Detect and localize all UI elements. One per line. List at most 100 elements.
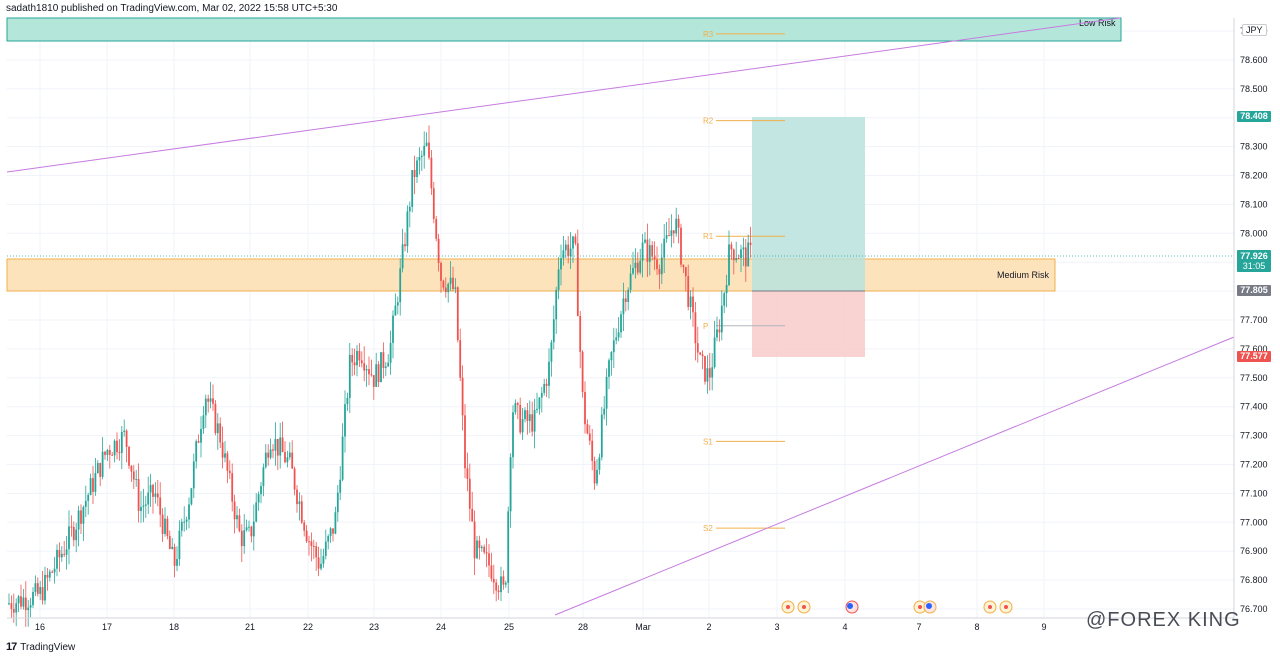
candle: [118, 439, 121, 461]
candle: [212, 384, 214, 411]
currency-badge[interactable]: JPY: [1242, 24, 1267, 36]
candle: [538, 397, 541, 415]
candle: [627, 287, 630, 311]
candle: [389, 330, 392, 375]
candle: [442, 279, 445, 291]
event-flag-icon: [926, 603, 932, 609]
candle: [507, 506, 510, 594]
candle: [485, 538, 488, 568]
time-tick-label: 23: [369, 622, 379, 632]
candle: [684, 266, 687, 292]
candle: [41, 571, 44, 605]
tradingview-logo[interactable]: 17 TradingView: [6, 641, 75, 653]
candle: [308, 535, 310, 556]
pivot-label-r2: R2: [703, 117, 714, 126]
candle: [228, 460, 231, 479]
candle: [70, 515, 73, 537]
publish-info: sadath1810 published on TradingView.com,…: [6, 3, 338, 14]
candle: [670, 214, 673, 248]
candle: [572, 235, 574, 263]
candle: [312, 539, 315, 560]
candles: [8, 125, 752, 627]
candle: [711, 353, 714, 391]
candle: [142, 488, 145, 523]
pivot-label-r3: R3: [703, 30, 714, 39]
candle: [401, 228, 404, 273]
candle: [356, 344, 358, 377]
candle: [394, 293, 397, 316]
medium-risk-zone[interactable]: [6, 258, 1056, 292]
candle: [636, 252, 639, 275]
time-tick-label: 28: [578, 622, 588, 632]
candle: [653, 241, 656, 271]
candle: [152, 483, 154, 514]
candle: [207, 394, 210, 413]
candle: [375, 352, 378, 388]
economic-events[interactable]: [781, 600, 1013, 614]
candle: [176, 546, 178, 572]
candle: [245, 519, 248, 532]
candle: [264, 444, 267, 469]
candle: [552, 305, 555, 350]
candle: [260, 481, 262, 504]
candle: [612, 327, 615, 368]
candle: [540, 386, 543, 413]
candle: [257, 491, 260, 511]
candle: [339, 466, 342, 501]
candle: [322, 548, 325, 568]
candle: [648, 238, 651, 276]
candle: [168, 530, 171, 550]
candle: [497, 585, 500, 600]
candle: [32, 587, 34, 609]
candle: [46, 567, 49, 591]
candle: [128, 445, 130, 469]
candle: [377, 361, 380, 388]
candle: [440, 261, 442, 293]
candle: [384, 361, 387, 377]
candle: [204, 394, 207, 428]
candle: [392, 310, 394, 359]
candle: [466, 452, 469, 492]
candle: [382, 342, 385, 379]
candle: [672, 230, 675, 244]
candle: [183, 506, 186, 532]
candle: [96, 460, 99, 474]
candle: [132, 464, 135, 489]
candle: [60, 546, 63, 562]
lower-trendline[interactable]: [554, 336, 1235, 616]
upper-trendline[interactable]: [6, 17, 1121, 173]
low-risk-label: Low Risk: [1079, 18, 1116, 28]
time-tick-label: 17: [102, 622, 112, 632]
price-tick-label: 77.000: [1240, 517, 1268, 527]
candle: [387, 354, 390, 367]
candle: [144, 495, 147, 518]
candle: [298, 492, 301, 521]
candle: [692, 287, 694, 327]
candle: [317, 546, 320, 577]
candle: [92, 465, 94, 504]
time-tick-label: 16: [35, 622, 45, 632]
candle: [569, 232, 572, 269]
candle: [560, 244, 562, 286]
candle: [380, 351, 382, 383]
candle: [605, 368, 608, 426]
candle: [483, 544, 486, 555]
candle: [617, 317, 620, 342]
take-profit-area[interactable]: [752, 117, 865, 291]
low-risk-zone[interactable]: [6, 17, 1122, 42]
price-tick-label: 77.300: [1240, 431, 1268, 441]
candle: [432, 182, 435, 224]
candle: [200, 416, 202, 458]
candle: [286, 450, 289, 468]
time-tick-label: 7: [916, 622, 921, 632]
candle: [420, 150, 423, 172]
time-tick-label: 9: [1041, 622, 1046, 632]
candle: [720, 290, 723, 341]
candle: [557, 257, 560, 300]
candle: [543, 378, 546, 396]
candle: [449, 261, 452, 291]
candle: [620, 310, 622, 339]
candle: [293, 466, 296, 496]
stop-loss-area[interactable]: [752, 291, 865, 357]
